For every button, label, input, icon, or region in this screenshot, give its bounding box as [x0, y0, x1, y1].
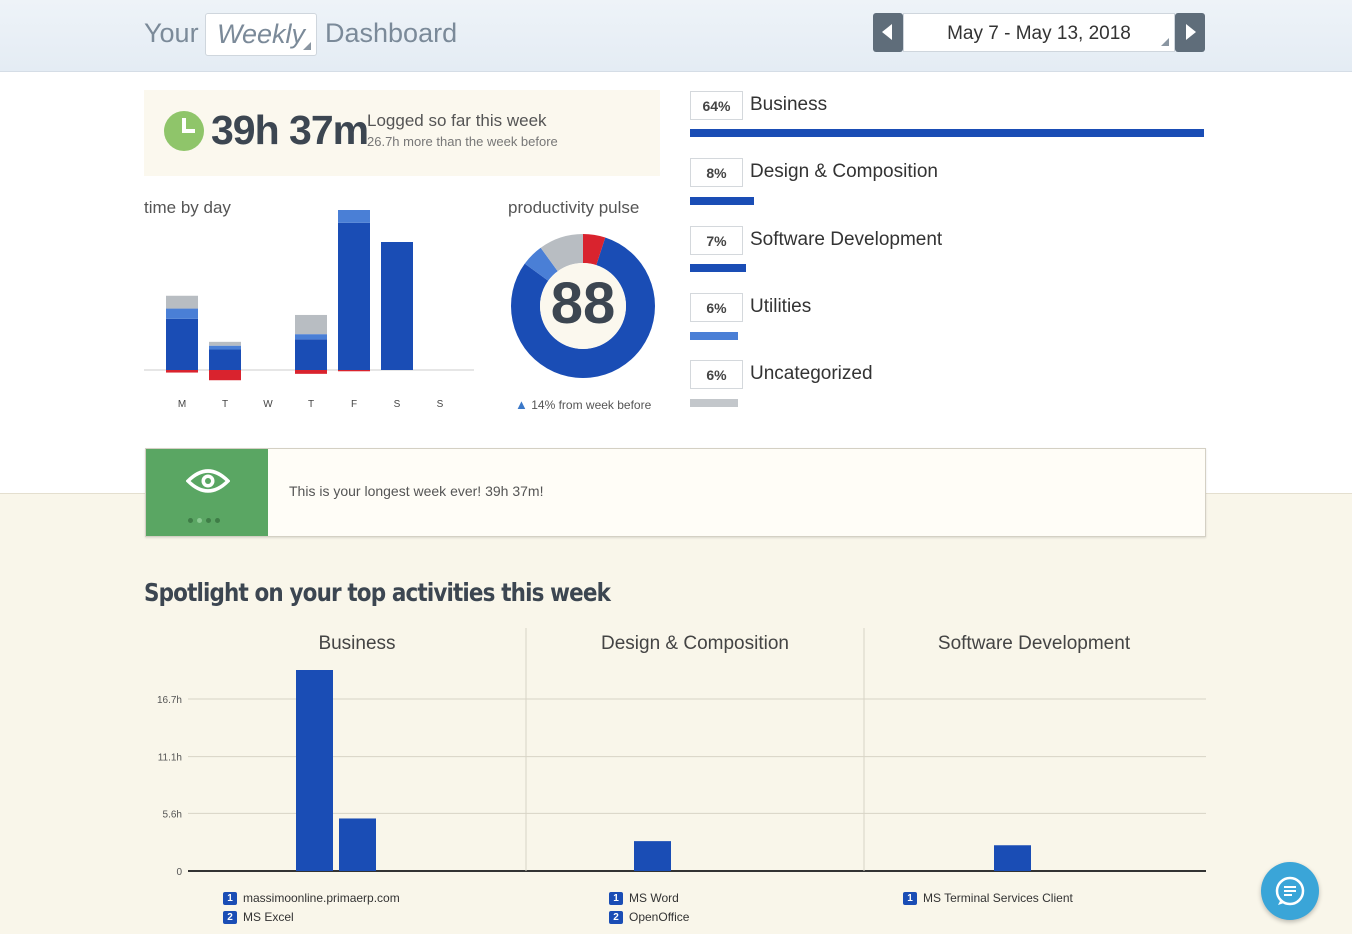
day-bar-segment — [209, 341, 241, 346]
productivity-pulse-donut[interactable] — [505, 228, 661, 384]
day-bar-segment — [338, 210, 370, 223]
day-bar-segment — [295, 314, 327, 335]
resize-handle-icon — [1161, 38, 1169, 46]
insight-text: This is your longest week ever! 39h 37m! — [289, 483, 544, 499]
previous-week-button[interactable] — [873, 13, 903, 52]
activity-bar — [634, 841, 671, 871]
day-tick-label: S — [437, 399, 444, 410]
chat-icon — [1275, 876, 1305, 906]
y-tick-label: 11.1h — [158, 753, 182, 764]
y-tick-label: 5.6h — [163, 809, 182, 820]
pulse-slice — [540, 234, 583, 272]
category-name[interactable]: Utilities — [750, 296, 812, 317]
category-bar — [690, 129, 1204, 137]
productivity-change: ▲ 14% from week before — [515, 397, 651, 412]
category-name[interactable]: Software Development — [750, 229, 943, 250]
panel-title-design: Design & Composition — [601, 633, 789, 654]
logged-comparison: 26.7h more than the week before — [367, 134, 558, 149]
day-bar-segment — [209, 349, 241, 370]
title-prefix: Your — [144, 18, 199, 48]
pulse-slice — [511, 237, 655, 378]
weekly-summary: 39h 37m Logged so far this week 26.7h mo… — [144, 90, 660, 176]
pager-dots[interactable] — [188, 510, 224, 528]
title-suffix: Dashboard — [325, 18, 458, 48]
time-by-day-label: time by day — [144, 198, 231, 217]
activity-bar — [296, 670, 333, 871]
category-percent: 7% — [690, 226, 743, 255]
pulse-slice — [524, 247, 558, 281]
day-bar-segment — [209, 370, 241, 381]
insight-icon-box — [146, 449, 268, 536]
clock-icon — [164, 111, 204, 151]
logged-label: Logged so far this week — [367, 111, 547, 130]
day-tick-label: M — [178, 399, 186, 410]
day-bar-segment — [166, 295, 198, 309]
arrow-up-icon: ▲ — [515, 397, 528, 412]
category-bar — [690, 264, 747, 272]
category-bar — [690, 197, 755, 205]
chat-button[interactable] — [1261, 862, 1319, 920]
day-bar-segment — [295, 334, 327, 340]
day-bar-segment — [166, 370, 198, 373]
day-bar-segment — [295, 339, 327, 370]
category-bar — [690, 332, 739, 340]
panel-title-software: Software Development — [937, 633, 1131, 654]
day-bar-segment — [209, 345, 241, 350]
y-tick-label: 0 — [176, 867, 182, 878]
legend-item[interactable]: 2 MS Excel — [223, 910, 294, 925]
pulse-slice — [583, 234, 606, 266]
day-tick-label: W — [263, 399, 273, 410]
date-range-value: May 7 - May 13, 2018 — [947, 23, 1131, 44]
legend-item[interactable]: 2 OpenOffice — [609, 910, 689, 925]
day-bar-segment — [338, 370, 370, 372]
activity-chart: Business Design & Composition Software D… — [144, 628, 1208, 928]
top-bar: Your Weekly Dashboard May 7 - May 13, 20… — [0, 0, 1352, 72]
category-name[interactable]: Uncategorized — [750, 363, 873, 384]
day-tick-label: T — [308, 399, 314, 410]
date-range-select[interactable]: May 7 - May 13, 2018 — [903, 13, 1175, 52]
insight-card: This is your longest week ever! 39h 37m! — [145, 448, 1206, 537]
productivity-pulse-label: productivity pulse — [508, 198, 640, 217]
category-percent: 6% — [690, 293, 743, 322]
productivity-score: 88 — [550, 271, 616, 336]
legend-item[interactable]: 1 MS Word — [609, 891, 679, 906]
period-value: Weekly — [217, 19, 306, 49]
resize-handle-icon — [303, 42, 311, 50]
activity-bar — [994, 845, 1031, 871]
day-tick-label: S — [394, 399, 401, 410]
total-time: 39h 37m — [211, 107, 369, 153]
y-tick-label: 16.7h — [157, 695, 182, 706]
category-percent: 64% — [690, 91, 743, 120]
next-week-button[interactable] — [1175, 13, 1205, 52]
day-tick-label: F — [351, 399, 357, 410]
day-bar-segment — [166, 318, 198, 370]
eye-icon — [186, 469, 230, 493]
activity-bar — [339, 818, 376, 871]
panel-title-business: Business — [318, 633, 396, 654]
category-name[interactable]: Business — [750, 94, 828, 115]
legend-item[interactable]: 1 massimoonline.primaerp.com — [223, 891, 400, 906]
activity-bars[interactable]: 0 5.6h 11.1h 16.7h — [144, 628, 1208, 888]
day-tick-label: T — [222, 399, 228, 410]
day-bar-segment — [381, 242, 413, 370]
period-select[interactable]: Weekly — [205, 13, 317, 56]
productivity-change-text: 14% from week before — [531, 398, 652, 412]
day-bar-segment — [295, 370, 327, 374]
day-bar-segment — [338, 222, 370, 370]
category-percent: 6% — [690, 360, 743, 389]
category-percent: 8% — [690, 158, 743, 187]
legend-item[interactable]: 1 MS Terminal Services Client — [903, 891, 1073, 906]
spotlight-heading: Spotlight on your top activities this we… — [144, 578, 611, 607]
day-bar-segment — [166, 308, 198, 319]
category-bar — [690, 399, 739, 407]
category-name[interactable]: Design & Composition — [750, 161, 938, 182]
bottom-section-background — [0, 493, 1352, 934]
pulse-center — [540, 263, 626, 349]
